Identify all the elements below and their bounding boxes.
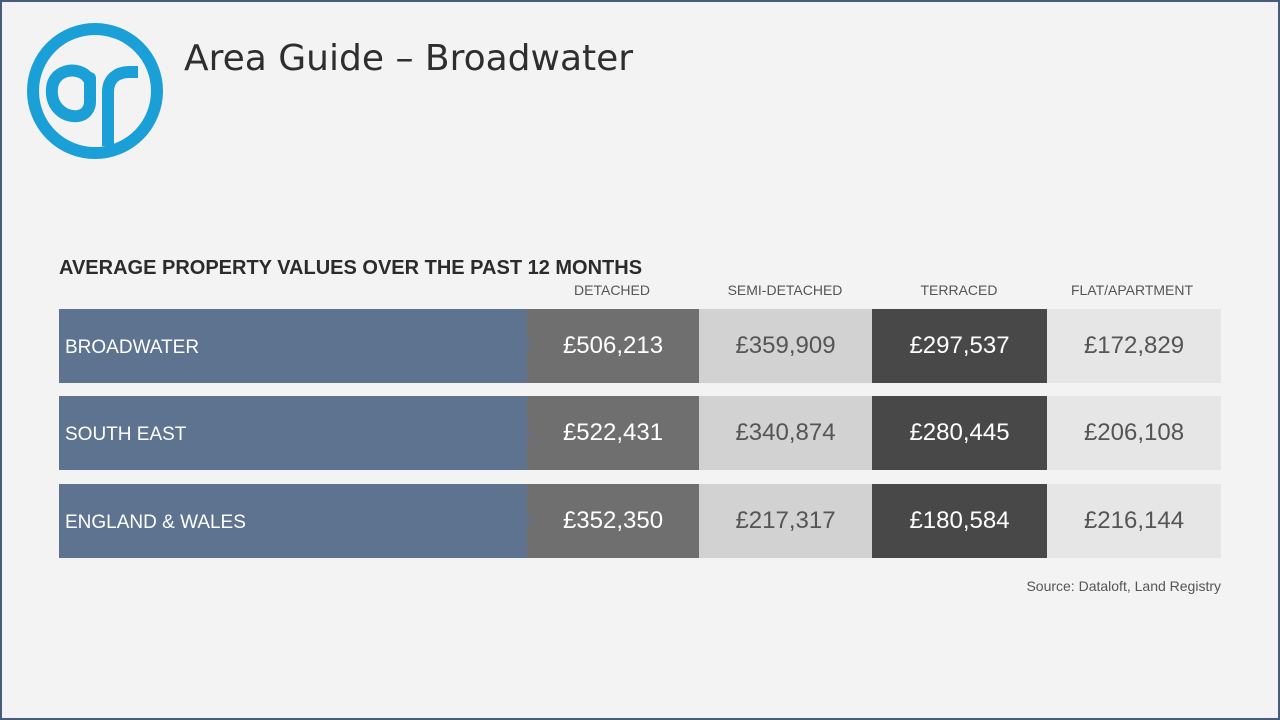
column-header-detached: DETACHED xyxy=(574,282,650,298)
value-terraced: £297,537 xyxy=(872,309,1047,383)
value-detached: £506,213 xyxy=(527,309,699,383)
value-detached: £522,431 xyxy=(527,396,699,470)
row-label-band: ENGLAND & WALES xyxy=(59,484,527,558)
table-heading: AVERAGE PROPERTY VALUES OVER THE PAST 12… xyxy=(59,257,643,279)
value-detached: £352,350 xyxy=(527,484,699,558)
row-label-band: BROADWATER xyxy=(59,309,527,383)
value-semi-detached: £359,909 xyxy=(699,309,872,383)
value-semi-detached: £217,317 xyxy=(699,484,872,558)
table-row: SOUTH EAST £522,431 £340,874 £280,445 £2… xyxy=(59,396,1221,470)
row-notch xyxy=(523,513,531,529)
value-terraced: £180,584 xyxy=(872,484,1047,558)
row-notch xyxy=(523,338,531,354)
row-label-band: SOUTH EAST xyxy=(59,396,527,470)
value-flat-apartment: £216,144 xyxy=(1047,484,1221,558)
value-semi-detached: £340,874 xyxy=(699,396,872,470)
column-header-semi-detached: SEMI-DETACHED xyxy=(727,282,843,298)
column-header-flat-apartment: FLAT/APARTMENT xyxy=(1070,282,1194,298)
table-row: BROADWATER £506,213 £359,909 £297,537 £1… xyxy=(59,309,1221,383)
row-notch xyxy=(523,425,531,441)
row-label: BROADWATER xyxy=(65,337,200,358)
ar-logo xyxy=(27,23,163,159)
value-flat-apartment: £172,829 xyxy=(1047,309,1221,383)
table-row: ENGLAND & WALES £352,350 £217,317 £180,5… xyxy=(59,484,1221,558)
value-flat-apartment: £206,108 xyxy=(1047,396,1221,470)
value-terraced: £280,445 xyxy=(872,396,1047,470)
source-note: Source: Dataloft, Land Registry xyxy=(1026,578,1221,594)
page-title: Area Guide – Broadwater xyxy=(184,38,634,79)
row-label: ENGLAND & WALES xyxy=(65,512,246,533)
column-header-terraced: TERRACED xyxy=(920,282,998,298)
row-label: SOUTH EAST xyxy=(65,424,187,445)
